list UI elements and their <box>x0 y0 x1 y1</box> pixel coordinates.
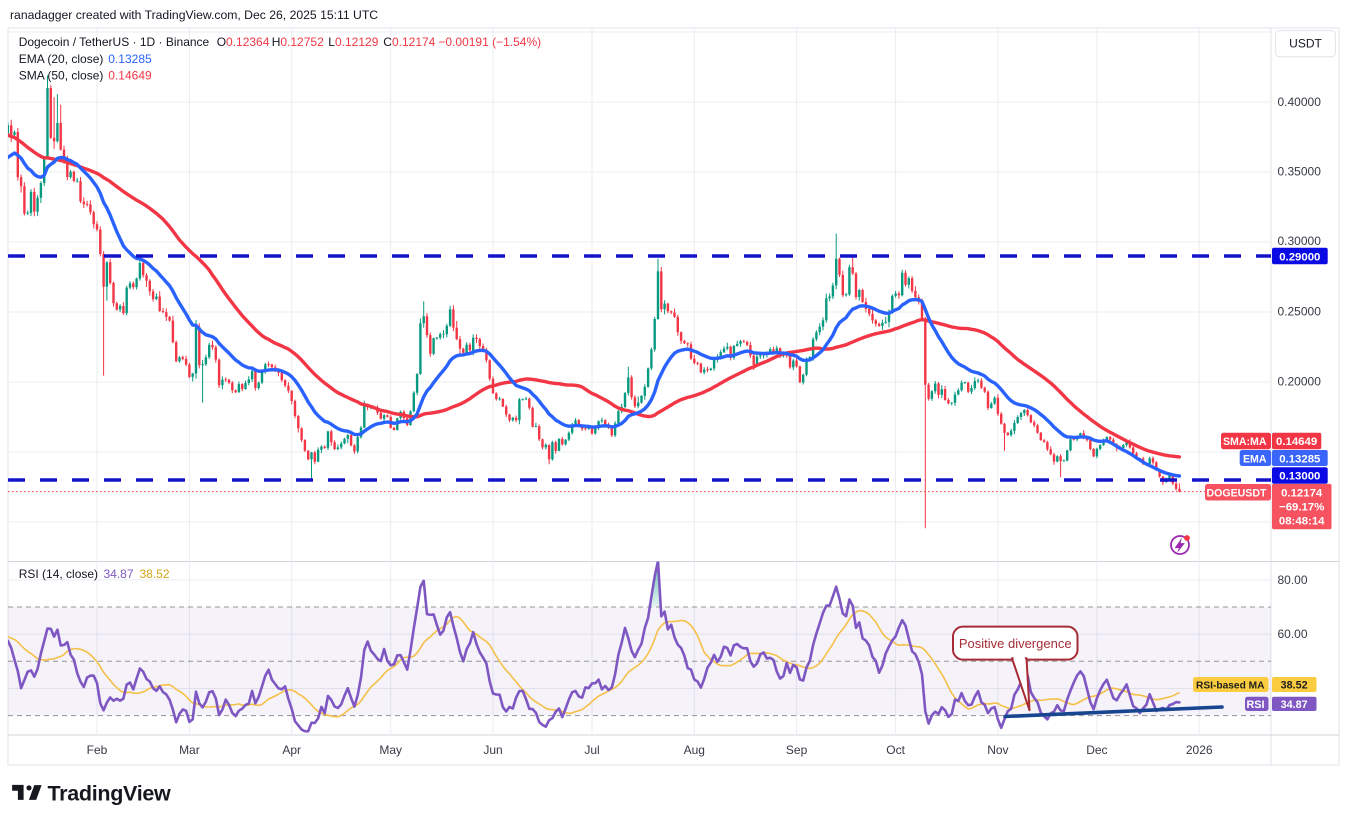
svg-text:Jul: Jul <box>584 743 599 757</box>
svg-text:Positive divergence: Positive divergence <box>959 636 1072 651</box>
svg-text:Feb: Feb <box>87 743 108 757</box>
svg-text:0.13000: 0.13000 <box>1279 471 1320 483</box>
svg-text:2026: 2026 <box>1186 743 1213 757</box>
svg-text:TradingView: TradingView <box>48 782 172 806</box>
svg-text:80.00: 80.00 <box>1278 573 1308 587</box>
svg-text:ranadagger created with Tradin: ranadagger created with TradingView.com,… <box>10 8 378 22</box>
svg-text:0.30000: 0.30000 <box>1278 234 1322 248</box>
svg-text:0.40000: 0.40000 <box>1278 95 1322 109</box>
svg-text:−0.00191 (−1.54%): −0.00191 (−1.54%) <box>438 35 541 49</box>
svg-text:EMA (20, close): EMA (20, close) <box>19 52 104 66</box>
svg-text:C0.12174: C0.12174 <box>383 35 435 49</box>
svg-text:May: May <box>379 743 402 757</box>
svg-text:L0.12129: L0.12129 <box>328 35 378 49</box>
svg-text:USDT: USDT <box>1289 37 1322 51</box>
svg-text:38.52: 38.52 <box>1281 680 1308 692</box>
svg-text:EMA: EMA <box>1243 453 1267 465</box>
svg-text:RSI: RSI <box>1247 699 1265 711</box>
svg-text:O0.12364: O0.12364 <box>217 35 270 49</box>
svg-text:Sep: Sep <box>786 743 808 757</box>
svg-text:0.35000: 0.35000 <box>1278 165 1322 179</box>
svg-text:0.29000: 0.29000 <box>1279 251 1320 263</box>
svg-text:SMA:MA: SMA:MA <box>1223 436 1267 448</box>
svg-text:DOGEUSDT: DOGEUSDT <box>1206 487 1267 499</box>
svg-text:0.25000: 0.25000 <box>1278 305 1322 319</box>
svg-text:Aug: Aug <box>684 743 705 757</box>
svg-text:Apr: Apr <box>282 743 301 757</box>
svg-text:08:48:14: 08:48:14 <box>1279 516 1325 528</box>
svg-text:Oct: Oct <box>886 743 905 757</box>
svg-text:SMA (50, close): SMA (50, close) <box>19 68 104 82</box>
svg-text:0.14649: 0.14649 <box>108 68 152 82</box>
svg-text:−69.17%: −69.17% <box>1279 502 1324 514</box>
svg-text:Jun: Jun <box>483 743 502 757</box>
svg-text:RSI (14, close): RSI (14, close) <box>19 567 98 581</box>
svg-text:38.52: 38.52 <box>140 567 170 581</box>
svg-text:H0.12752: H0.12752 <box>272 35 324 49</box>
svg-text:Dec: Dec <box>1086 743 1107 757</box>
svg-text:Mar: Mar <box>179 743 200 757</box>
svg-text:0.13285: 0.13285 <box>108 52 152 66</box>
svg-text:60.00: 60.00 <box>1278 627 1308 641</box>
svg-text:0.12174: 0.12174 <box>1281 488 1323 500</box>
svg-text:34.87: 34.87 <box>104 567 134 581</box>
svg-text:0.14649: 0.14649 <box>1276 436 1317 448</box>
svg-text:0.13285: 0.13285 <box>1279 453 1321 465</box>
svg-text:Nov: Nov <box>987 743 1008 757</box>
svg-text:RSI-based MA: RSI-based MA <box>1196 681 1265 692</box>
svg-text:Dogecoin / TetherUS · 1D · Bin: Dogecoin / TetherUS · 1D · Binance <box>19 35 210 49</box>
svg-text:0.20000: 0.20000 <box>1278 375 1322 389</box>
svg-text:34.87: 34.87 <box>1281 699 1308 711</box>
